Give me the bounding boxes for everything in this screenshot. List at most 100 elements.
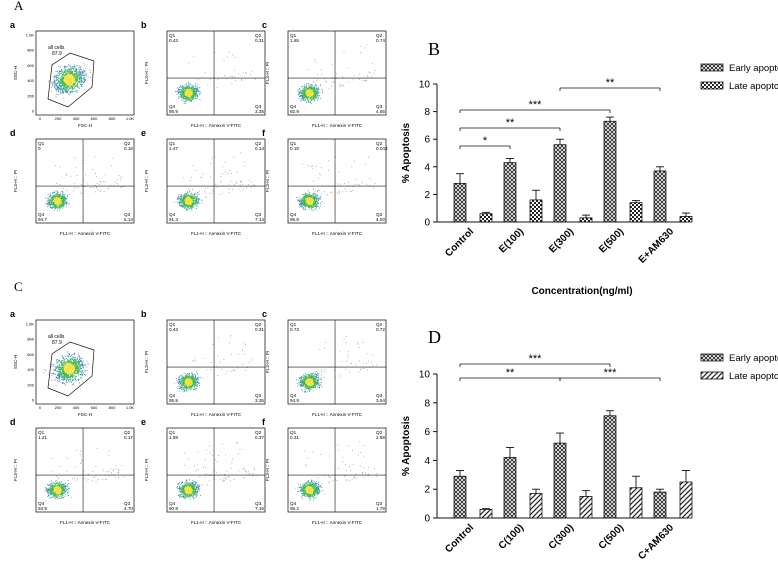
event-dot [59, 194, 60, 196]
event-dot [191, 90, 193, 92]
event-dot [76, 81, 78, 83]
event-dot [304, 98, 306, 100]
event-dot [315, 93, 317, 95]
event-dot [51, 198, 53, 200]
event-dot [63, 71, 65, 73]
event-dot [92, 187, 94, 189]
event-dot [312, 95, 314, 97]
event-dot [198, 94, 200, 96]
event-dot [191, 193, 193, 195]
event-dot [314, 198, 315, 200]
event-dot [314, 90, 316, 91]
event-dot [244, 165, 246, 167]
event-dot [184, 204, 186, 206]
event-dot [339, 183, 341, 185]
event-dot [66, 206, 68, 208]
gate-value: 87.9 [52, 51, 62, 57]
event-dot [314, 98, 316, 100]
event-dot [62, 206, 64, 208]
event-dot [303, 91, 305, 93]
event-dot [366, 79, 368, 81]
event-dot [307, 68, 309, 70]
event-dot [321, 88, 323, 90]
event-dot [180, 85, 182, 87]
event-dot [60, 90, 62, 92]
event-dot [298, 93, 300, 95]
event-dot [59, 72, 61, 75]
panel-letter: d [10, 128, 16, 138]
event-dot [72, 67, 74, 69]
event-dot [56, 194, 58, 196]
event-dot [303, 206, 305, 208]
event-dot [51, 202, 53, 203]
event-dot [208, 192, 210, 194]
event-dot [204, 190, 205, 192]
event-dot [188, 96, 190, 98]
event-dot [251, 186, 253, 188]
event-dot [189, 90, 191, 92]
event-dot [367, 156, 369, 158]
event-dot [182, 92, 184, 94]
event-dot [61, 197, 62, 199]
event-dot [68, 79, 70, 82]
event-dot [314, 59, 316, 61]
event-dot [184, 101, 186, 103]
event-dot [73, 84, 75, 86]
event-dot [62, 198, 63, 200]
event-dot [184, 193, 186, 195]
event-dot [55, 200, 57, 201]
event-dot [214, 52, 216, 53]
event-dot [184, 96, 186, 98]
event-dot [186, 198, 188, 200]
event-dot [112, 157, 114, 159]
event-dot [331, 191, 333, 193]
event-dot [188, 199, 190, 200]
gate-polygon [47, 52, 95, 108]
event-dot [305, 88, 307, 90]
event-dot [94, 156, 96, 158]
event-dot [183, 195, 185, 197]
event-dot [50, 207, 52, 209]
event-dot [56, 84, 58, 86]
event-dot [309, 90, 311, 92]
event-dot [248, 179, 250, 181]
x-axis-label: FL1-H :: Annexin V-FITC [312, 123, 363, 128]
event-dot [306, 83, 307, 85]
event-dot [56, 86, 58, 88]
event-dot [193, 87, 195, 89]
event-dot [59, 80, 61, 82]
event-dot [65, 73, 67, 75]
event-dot [314, 190, 316, 192]
event-dot [74, 73, 76, 75]
event-dot [316, 87, 318, 89]
event-dot [312, 199, 314, 201]
event-dot [333, 81, 335, 83]
event-dot [57, 197, 59, 199]
event-dot [68, 84, 70, 86]
y-tick-label: 800 [27, 48, 34, 53]
event-dot [176, 198, 178, 200]
event-dot [222, 173, 224, 175]
event-dot [85, 75, 88, 77]
event-dot [58, 205, 60, 207]
event-dot [64, 87, 66, 89]
event-dot [53, 198, 55, 200]
event-dot [187, 85, 189, 87]
event-dot [189, 94, 191, 96]
event-dot [103, 191, 105, 193]
event-dot [65, 87, 67, 89]
event-dot [194, 194, 196, 195]
event-dot [62, 207, 64, 209]
event-dot [298, 98, 300, 100]
event-dot [310, 195, 312, 197]
event-dot [212, 190, 214, 192]
event-dot [316, 94, 318, 96]
panel-letter: c [262, 20, 267, 30]
event-dot [185, 100, 186, 102]
event-dot [189, 92, 191, 94]
event-dot [225, 171, 227, 173]
event-dot [187, 205, 189, 207]
event-dot [310, 84, 312, 86]
event-dot [253, 184, 255, 186]
event-dot [190, 99, 191, 101]
